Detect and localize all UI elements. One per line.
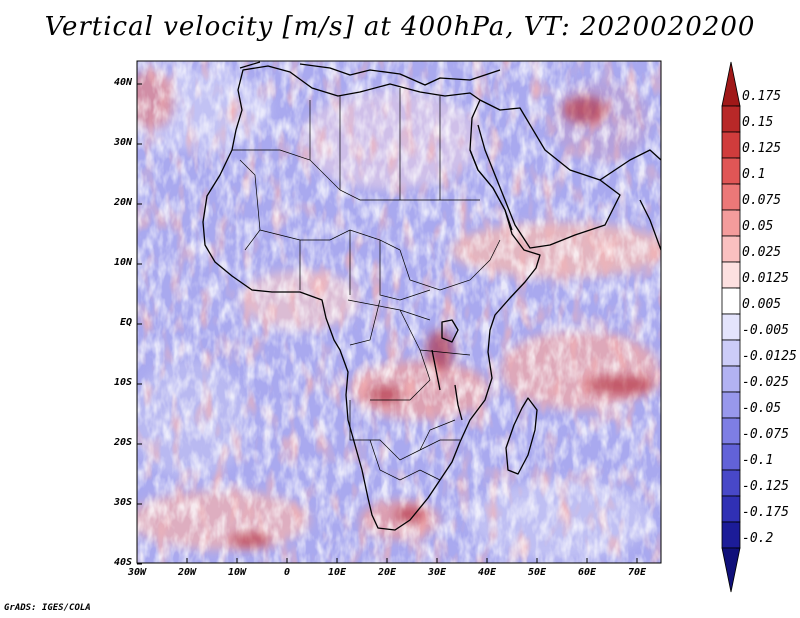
colorbar-segment	[721, 183, 741, 211]
colorbar-segment	[721, 443, 741, 471]
lat-label: EQ	[119, 317, 132, 328]
colorbar-label: -0.175	[742, 505, 789, 520]
lake-tanganyika	[431, 349, 441, 391]
plot-frame	[136, 60, 662, 564]
lon-label: 20E	[377, 567, 397, 578]
lon-label: 70E	[627, 567, 647, 578]
colorbar-label: -0.025	[742, 375, 789, 390]
colorbar-triangle-bottom	[721, 547, 741, 593]
lon-label: 0	[283, 567, 291, 578]
colorbar-label: -0.0125	[742, 349, 797, 364]
colorbar-segment	[721, 157, 741, 185]
colorbar-segment	[721, 235, 741, 263]
lat-label: 10S	[113, 377, 132, 388]
lon-label: 30W	[127, 567, 147, 578]
lon-label: 20W	[177, 567, 197, 578]
lat-label: 30N	[113, 137, 132, 148]
colorbar-segment	[721, 365, 741, 393]
colorbar-label: 0.0125	[742, 271, 789, 286]
arabia-coastline	[477, 99, 621, 249]
lat-label: 40N	[113, 77, 132, 88]
colorbar-label: -0.1	[742, 453, 774, 468]
lon-label: 10W	[227, 567, 247, 578]
colorbar-segment	[721, 209, 741, 237]
colorbar-segment	[721, 287, 741, 315]
madagascar-coastline	[505, 397, 538, 475]
lat-label: 30S	[113, 497, 132, 508]
colorbar-label: -0.005	[742, 323, 789, 338]
lon-label: 50E	[527, 567, 547, 578]
lat-label: 20S	[113, 437, 132, 448]
colorbar-segment	[721, 261, 741, 289]
asia-coastline	[599, 149, 661, 251]
lon-tickmarks	[136, 558, 638, 563]
europe-coastline	[239, 61, 501, 86]
lat-label: 20N	[113, 197, 132, 208]
map-title: Vertical velocity [m/s] at 400hPa, VT: 2…	[44, 12, 756, 42]
africa-coastline	[202, 65, 541, 531]
velocity-field	[137, 61, 661, 563]
country-borders	[232, 88, 501, 481]
colorbar-segment	[721, 469, 741, 497]
colorbar-label: -0.125	[742, 479, 789, 494]
colorbar-label: -0.075	[742, 427, 789, 442]
lat-label: 10N	[113, 257, 132, 268]
colorbar	[721, 61, 741, 593]
lake-malawi	[454, 384, 463, 421]
colorbar-segment	[721, 391, 741, 419]
lon-label: 10E	[327, 567, 347, 578]
colorbar-label: 0.1	[742, 167, 766, 182]
colorbar-label: 0.175	[742, 89, 782, 104]
grads-credit: GrADS: IGES/COLA	[4, 603, 91, 613]
red-sea	[469, 149, 513, 231]
colorbar-label: -0.05	[742, 401, 782, 416]
lon-label: 60E	[577, 567, 597, 578]
colorbar-label: 0.05	[742, 219, 774, 234]
colorbar-segment	[721, 339, 741, 367]
colorbar-label: 0.15	[742, 115, 774, 130]
colorbar-label: 0.075	[742, 193, 782, 208]
colorbar-label: -0.2	[742, 531, 774, 546]
lat-label: 40S	[113, 557, 132, 568]
lat-tickmarks	[137, 83, 142, 565]
colorbar-segment	[721, 495, 741, 523]
colorbar-segment	[721, 417, 741, 445]
colorbar-segment	[721, 521, 741, 549]
colorbar-segment	[721, 105, 741, 133]
colorbar-label: 0.125	[742, 141, 782, 156]
lon-label: 30E	[427, 567, 447, 578]
colorbar-segment	[721, 313, 741, 341]
colorbar-label: 0.005	[742, 297, 782, 312]
lon-label: 40E	[477, 567, 497, 578]
coastlines	[202, 61, 661, 531]
colorbar-segment	[721, 131, 741, 159]
lake-victoria	[441, 319, 459, 343]
colorbar-triangle-top	[721, 61, 741, 107]
colorbar-label: 0.025	[742, 245, 782, 260]
